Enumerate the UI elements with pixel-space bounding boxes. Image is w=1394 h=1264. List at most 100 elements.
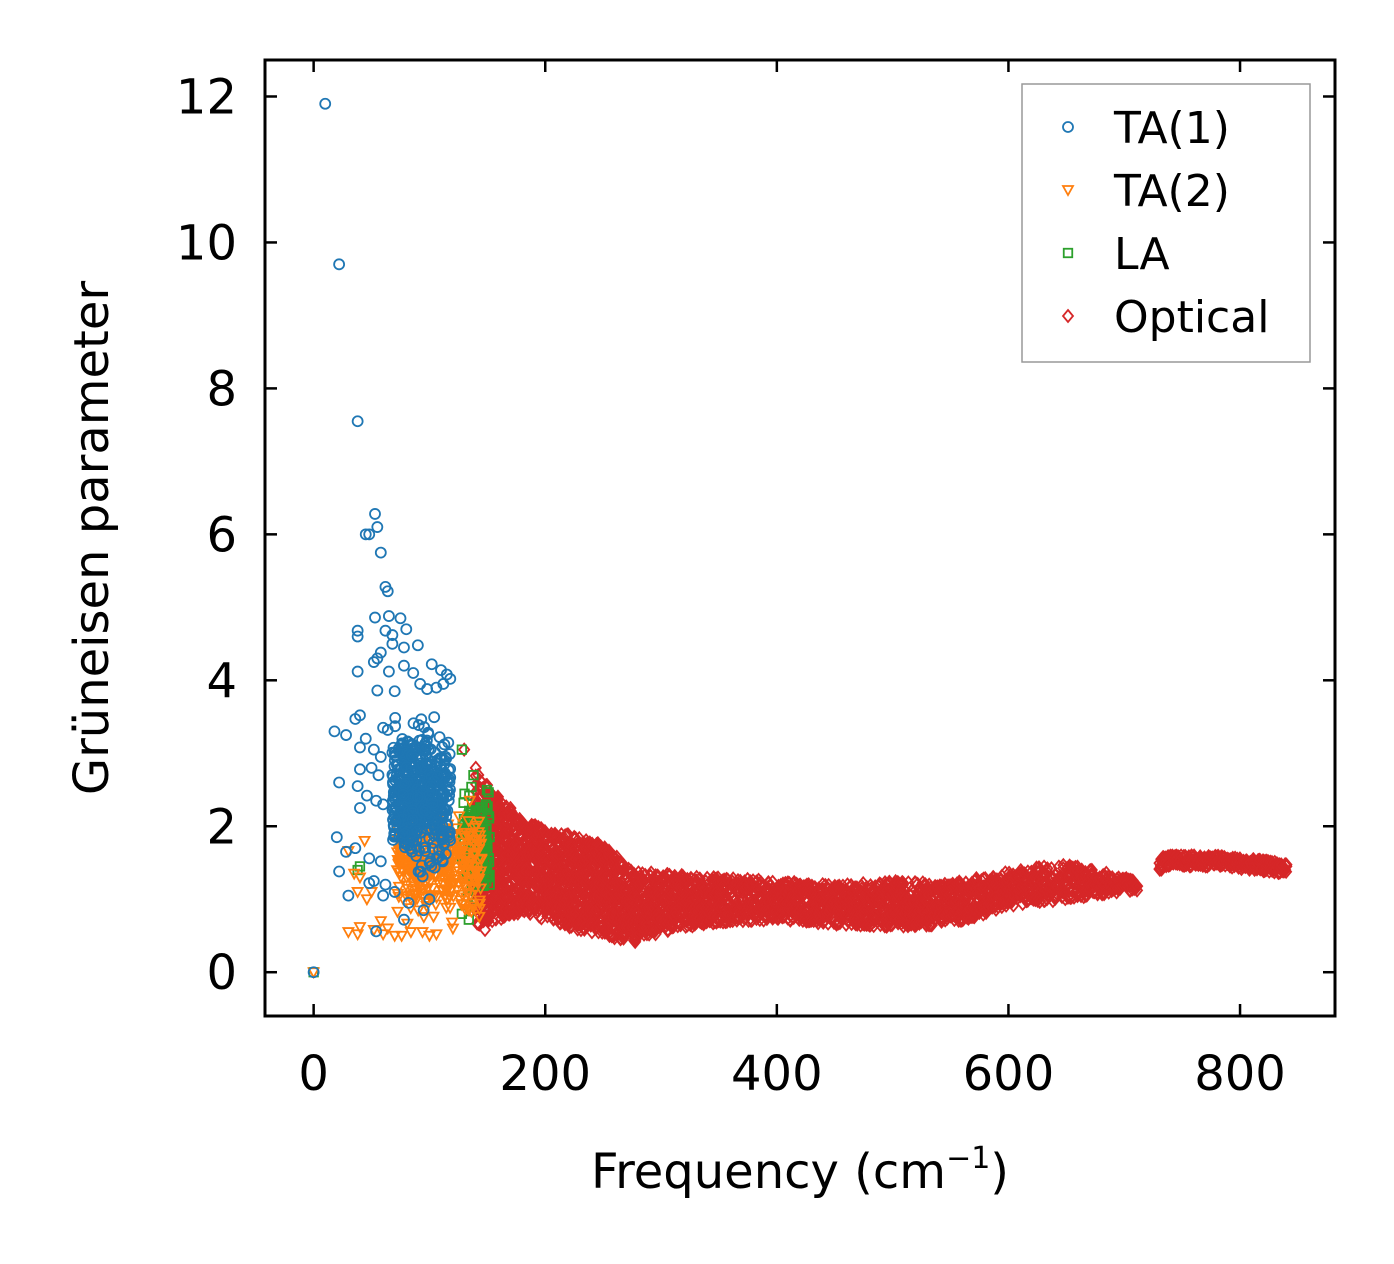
point-ta-2- bbox=[460, 849, 474, 862]
point-ta-1- bbox=[395, 761, 408, 774]
point-ta-2- bbox=[395, 930, 409, 943]
point-ta-1- bbox=[432, 799, 445, 812]
point-ta-1- bbox=[386, 794, 399, 807]
point-ta-1- bbox=[428, 861, 441, 874]
point-ta-1- bbox=[426, 785, 438, 798]
point-ta-2- bbox=[392, 859, 406, 871]
point-ta-1- bbox=[363, 877, 376, 890]
point-ta-1- bbox=[425, 658, 438, 671]
point-ta-2- bbox=[381, 923, 395, 936]
point-ta-1- bbox=[374, 855, 387, 868]
point-ta-2- bbox=[425, 869, 439, 881]
point-la bbox=[481, 784, 493, 796]
point-ta-1- bbox=[351, 665, 364, 678]
x-tick-label: 400 bbox=[731, 1046, 823, 1102]
point-ta-1- bbox=[402, 896, 415, 909]
point-la bbox=[483, 813, 495, 824]
point-ta-2- bbox=[455, 889, 469, 902]
point-ta-1- bbox=[387, 770, 400, 783]
point-ta-2- bbox=[468, 847, 482, 860]
point-ta-1- bbox=[407, 667, 420, 679]
point-ta-1- bbox=[427, 837, 440, 849]
point-ta-1- bbox=[411, 783, 423, 796]
point-la bbox=[456, 744, 468, 755]
point-ta-2- bbox=[468, 884, 482, 897]
point-ta-1- bbox=[374, 546, 387, 559]
point-ta-1- bbox=[370, 794, 383, 807]
point-ta-1- bbox=[431, 770, 444, 782]
point-optical bbox=[717, 872, 731, 888]
point-ta-2- bbox=[464, 889, 478, 902]
point-ta-2- bbox=[469, 867, 483, 880]
point-ta-1- bbox=[361, 789, 373, 802]
point-ta-1- bbox=[437, 678, 450, 690]
x-tick-label: 0 bbox=[298, 1046, 329, 1102]
point-optical bbox=[458, 742, 471, 758]
point-optical bbox=[512, 839, 525, 855]
point-ta-1- bbox=[419, 739, 432, 752]
point-ta-2- bbox=[360, 894, 374, 907]
point-ta-2- bbox=[422, 930, 436, 943]
point-ta-1- bbox=[351, 624, 364, 637]
point-ta-2- bbox=[473, 898, 487, 911]
point-ta-1- bbox=[319, 97, 332, 110]
point-ta-1- bbox=[349, 842, 362, 855]
point-ta-1- bbox=[333, 258, 346, 271]
point-ta-1- bbox=[398, 913, 410, 926]
point-ta-1- bbox=[381, 724, 394, 736]
point-ta-2- bbox=[472, 911, 486, 924]
point-ta-1- bbox=[400, 761, 413, 773]
point-optical bbox=[511, 899, 524, 915]
point-ta-2- bbox=[388, 930, 402, 943]
point-ta-1- bbox=[369, 508, 381, 520]
point-ta-2- bbox=[351, 887, 365, 899]
point-ta-1- bbox=[340, 729, 352, 741]
point-ta-1- bbox=[423, 893, 436, 906]
point-optical bbox=[1280, 858, 1293, 874]
point-ta-2- bbox=[468, 850, 482, 863]
point-ta-2- bbox=[341, 927, 355, 939]
point-ta-2- bbox=[463, 795, 477, 808]
point-ta-1- bbox=[423, 810, 436, 823]
point-optical bbox=[538, 823, 552, 839]
point-ta-1- bbox=[397, 788, 410, 801]
point-ta-1- bbox=[369, 611, 381, 624]
point-ta-2- bbox=[411, 905, 425, 918]
point-optical bbox=[707, 909, 720, 925]
point-ta-1- bbox=[413, 844, 425, 857]
point-ta-2- bbox=[358, 835, 372, 848]
point-ta-1- bbox=[424, 780, 437, 793]
point-optical bbox=[1131, 878, 1144, 894]
point-ta-1- bbox=[388, 827, 401, 840]
point-ta-1- bbox=[367, 656, 380, 668]
point-ta-1- bbox=[394, 612, 407, 625]
point-ta-2- bbox=[307, 967, 321, 980]
point-ta-2- bbox=[453, 895, 467, 908]
point-ta-1- bbox=[436, 831, 449, 844]
point-ta-2- bbox=[461, 887, 475, 900]
point-ta-1- bbox=[405, 749, 418, 762]
point-ta-2- bbox=[472, 873, 486, 886]
point-ta-1- bbox=[398, 659, 410, 672]
point-ta-2- bbox=[417, 912, 431, 924]
point-optical bbox=[897, 875, 910, 891]
point-ta-1- bbox=[371, 652, 384, 665]
point-ta-2- bbox=[404, 927, 418, 939]
point-ta-1- bbox=[431, 816, 443, 829]
point-optical bbox=[1155, 851, 1168, 867]
point-ta-1- bbox=[393, 745, 406, 758]
point-ta-1- bbox=[395, 738, 408, 751]
point-ta-2- bbox=[472, 827, 486, 840]
point-ta-1- bbox=[415, 713, 428, 726]
point-ta-1- bbox=[436, 855, 449, 868]
point-ta-1- bbox=[414, 678, 427, 690]
point-ta-1- bbox=[370, 925, 383, 938]
point-ta-1- bbox=[438, 837, 451, 850]
point-ta-1- bbox=[333, 865, 346, 878]
point-optical bbox=[498, 908, 511, 924]
point-la bbox=[476, 802, 488, 813]
point-ta-1- bbox=[386, 637, 399, 650]
point-ta-1- bbox=[354, 741, 366, 754]
point-ta-1- bbox=[417, 760, 430, 773]
